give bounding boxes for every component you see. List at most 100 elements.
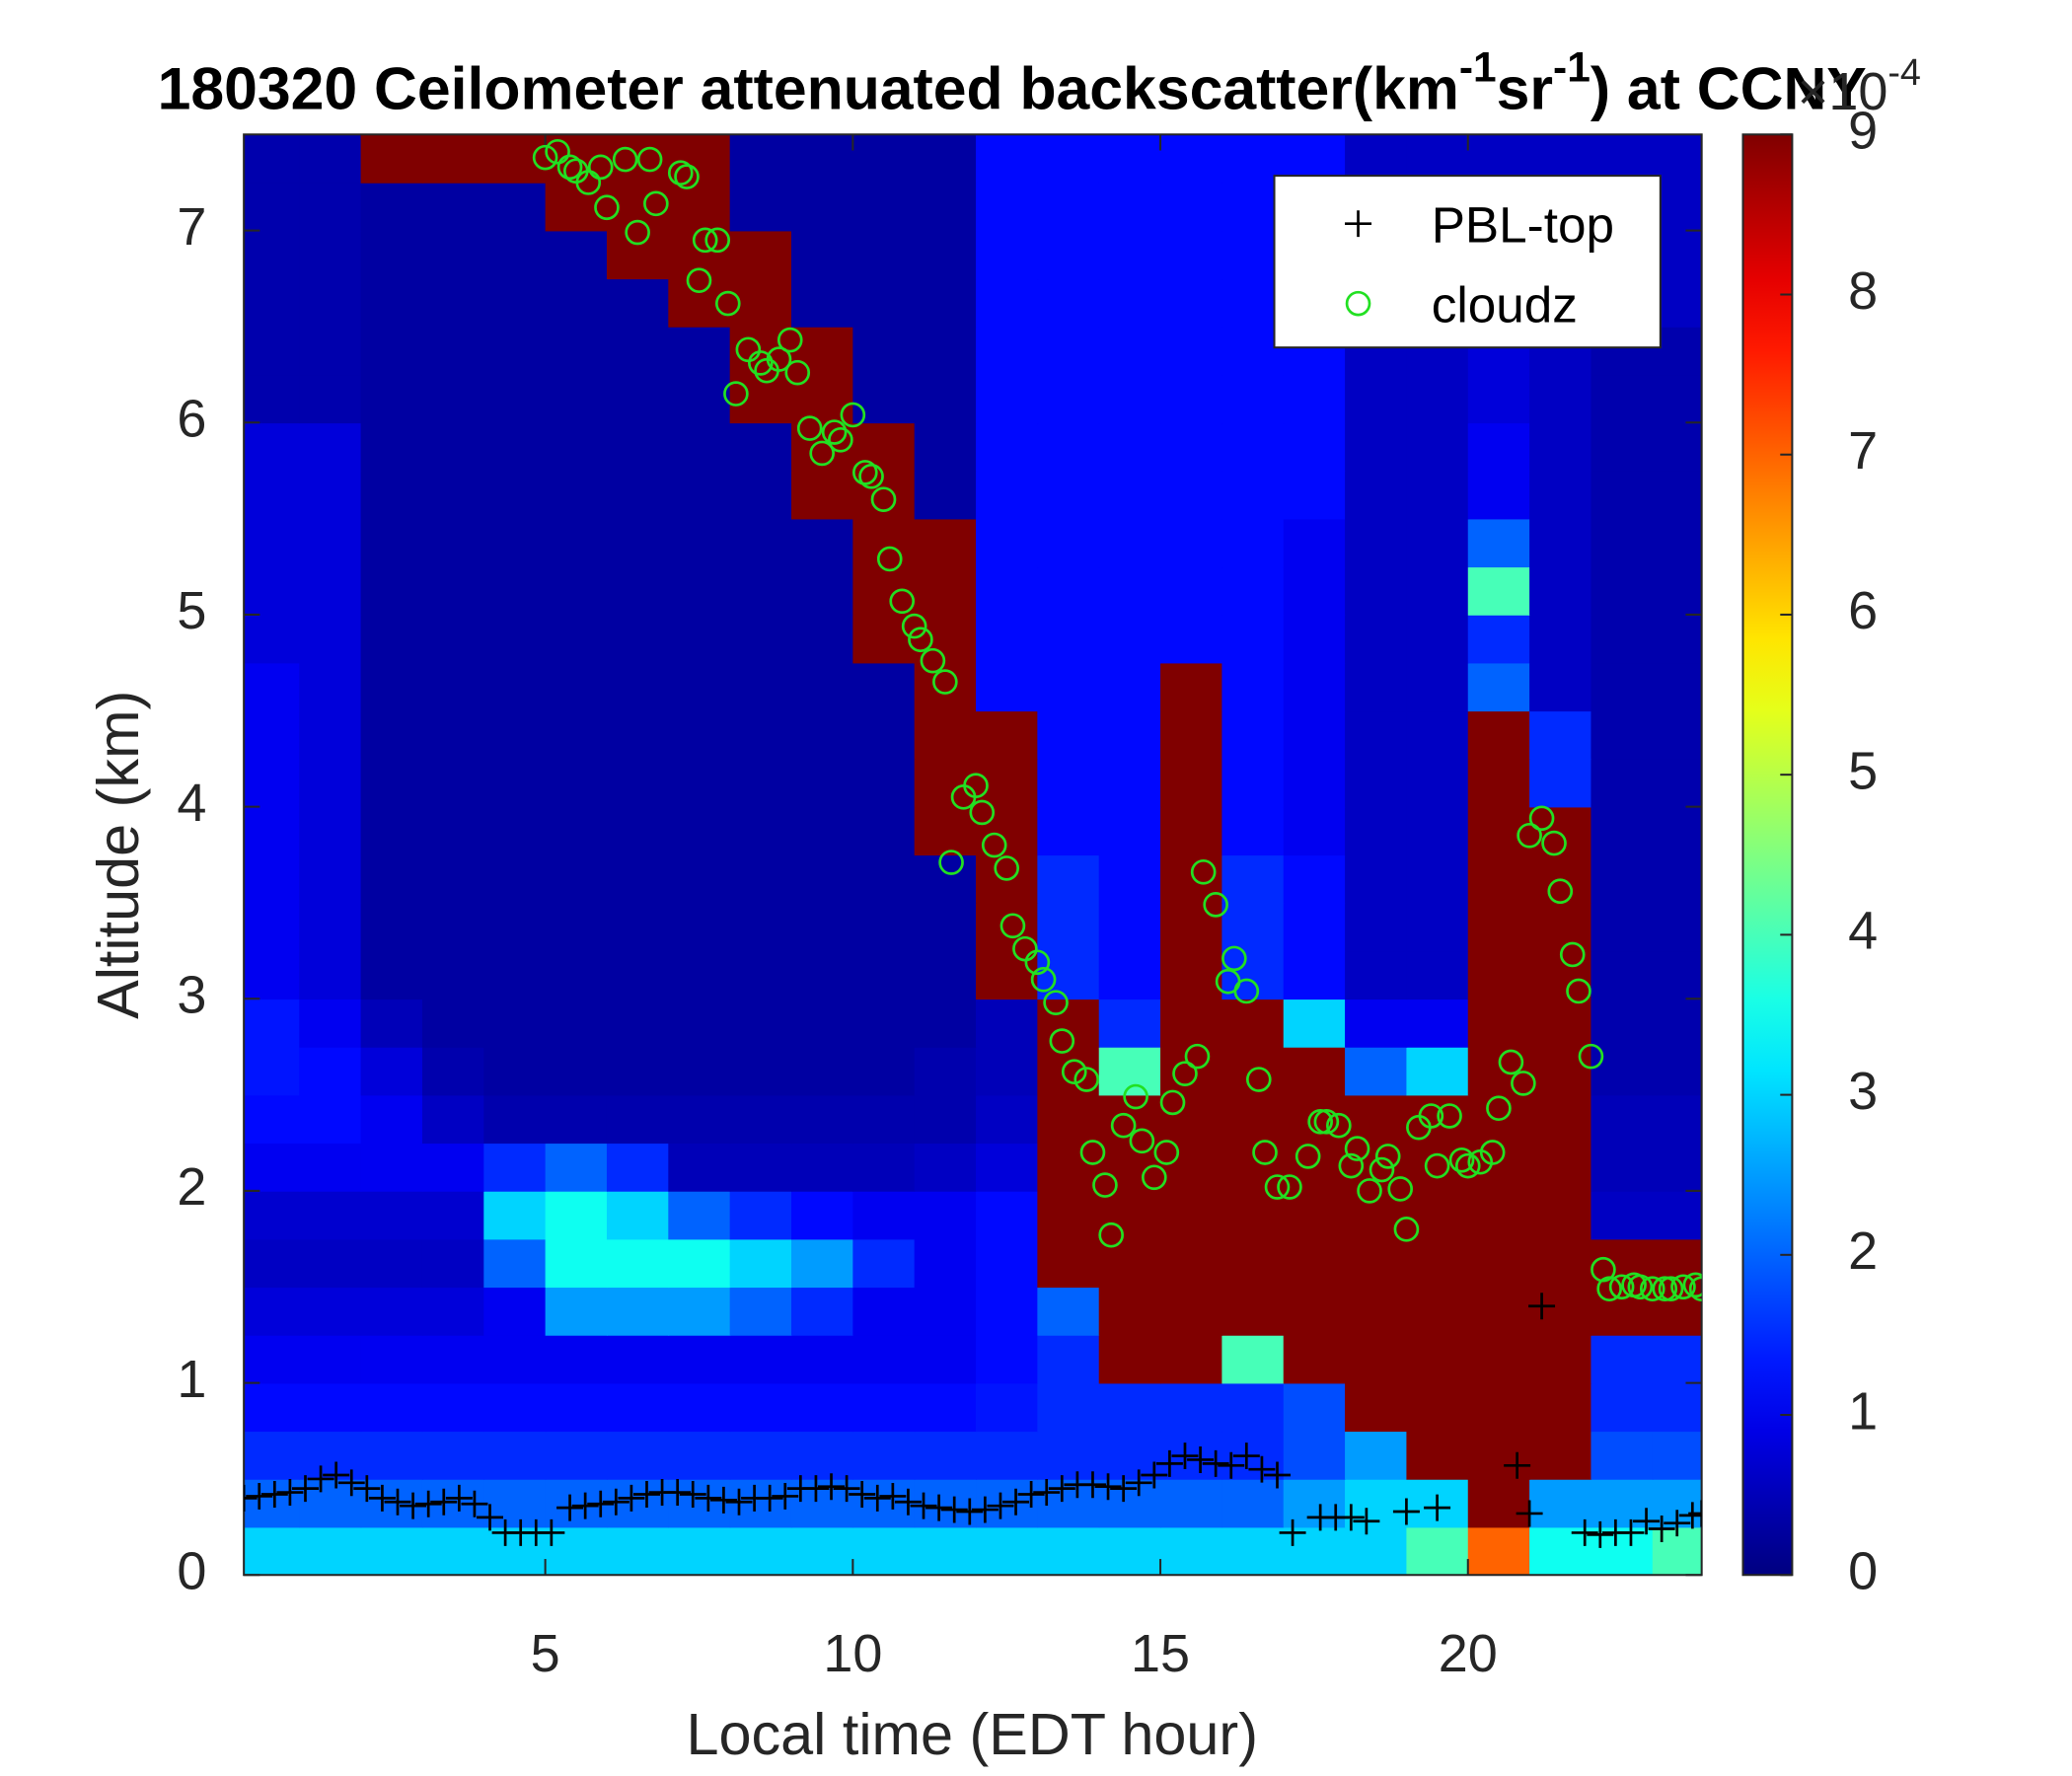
heat-cell (1283, 374, 1346, 424)
scatter-point (612, 146, 638, 173)
heat-cell (1591, 1431, 1654, 1480)
scatter-point (851, 460, 878, 485)
heat-cell (1283, 662, 1346, 712)
heat-cell (545, 614, 608, 664)
heat-cell (421, 326, 485, 376)
heat-cell (1037, 1431, 1100, 1480)
scatter-point (987, 1492, 1014, 1519)
heat-cell (852, 422, 916, 472)
heat-cell (421, 1190, 485, 1240)
heat-cell (1037, 1526, 1100, 1576)
heat-cell (1406, 1382, 1469, 1433)
heat-cell (299, 470, 362, 520)
heat-cell (1529, 1046, 1592, 1096)
heat-cell (1098, 134, 1161, 184)
heat-cell (1160, 518, 1223, 568)
heat-cell (976, 566, 1039, 616)
heat-cell (790, 902, 854, 952)
heat-cell (606, 374, 670, 424)
scatter-point (664, 1479, 692, 1507)
heat-cell (360, 662, 423, 712)
scatter-point (1279, 1518, 1306, 1546)
heat-cell (545, 902, 608, 952)
heat-cell (729, 422, 792, 472)
heat-cell (976, 662, 1039, 712)
heat-cell (1160, 278, 1223, 328)
heat-cell (976, 1190, 1039, 1240)
heat-cell (1467, 662, 1530, 712)
heat-cell (606, 1334, 670, 1384)
y-tick-label: 7 (177, 197, 206, 257)
heat-cell (1037, 614, 1100, 664)
heat-cell (606, 182, 670, 232)
heat-cell (729, 1382, 792, 1433)
heat-cell (1652, 230, 1702, 280)
heat-cell (668, 1143, 731, 1192)
heat-cell (852, 1382, 916, 1433)
heat-cell (790, 230, 854, 280)
heat-cell (483, 1046, 547, 1096)
heat-cell (606, 1238, 670, 1289)
heat-cell (360, 1526, 423, 1576)
heat-cell (1160, 1478, 1223, 1528)
heat-cell (545, 1238, 608, 1289)
heat-cell (360, 134, 423, 184)
scatter-point (1232, 1443, 1260, 1470)
heat-cell (1406, 614, 1469, 664)
scatter-point (1578, 1043, 1604, 1070)
heat-cell (1591, 1190, 1654, 1240)
heat-cell (606, 566, 670, 616)
heat-cell (1345, 902, 1408, 952)
heat-cell (1529, 470, 1592, 520)
heat-cell (1406, 854, 1469, 904)
heat-cell (1406, 1431, 1469, 1480)
scatter-point (625, 219, 650, 246)
heat-cell (606, 902, 670, 952)
heat-cell (914, 1526, 977, 1576)
scatter-point (575, 170, 602, 195)
heat-cell (1283, 806, 1346, 856)
scatter-point (1664, 1510, 1691, 1537)
scatter-point (1295, 1144, 1321, 1169)
heat-cell (668, 1238, 731, 1289)
scatter-point (1511, 1071, 1536, 1096)
heat-cell (545, 470, 608, 520)
heat-cell (421, 134, 485, 184)
heat-cell (668, 326, 731, 376)
heat-cell (1652, 374, 1702, 424)
heat-cell (790, 710, 854, 760)
heat-cell (421, 1526, 485, 1576)
heat-cell (976, 134, 1039, 184)
heat-cell (668, 1094, 731, 1145)
heat-cell (1529, 566, 1592, 616)
heat-cell (606, 1382, 670, 1433)
heat-cell (1467, 1238, 1530, 1289)
heat-cell (1037, 1238, 1100, 1289)
heat-cell (244, 422, 301, 472)
axes: 5 10 15 20 0 1 2 3 4 5 6 7 (177, 133, 1703, 1683)
heat-cell (1221, 806, 1285, 856)
heat-cell (729, 1190, 792, 1240)
scatter-point (1587, 1520, 1614, 1548)
heat-cell (914, 230, 977, 280)
scatter-point (1670, 1274, 1696, 1300)
heat-cell (1591, 1046, 1654, 1096)
scatter-point (400, 1492, 427, 1519)
heat-cell (1345, 566, 1408, 616)
heat-cell (606, 422, 670, 472)
heat-cell (1098, 1287, 1161, 1336)
heat-cell (1160, 710, 1223, 760)
heat-cell (790, 1382, 854, 1433)
scatter-point (1129, 1128, 1155, 1154)
heat-cell (1467, 902, 1530, 952)
heat-cell (1652, 1046, 1702, 1096)
heat-cell (545, 710, 608, 760)
scatter-layer (244, 138, 1702, 1548)
heat-cell (976, 758, 1039, 808)
heat-cell (606, 1190, 670, 1240)
heat-cell (1160, 566, 1223, 616)
heat-cell (1098, 662, 1161, 712)
heat-cell (545, 1094, 608, 1145)
heat-cell (360, 854, 423, 904)
heat-cell (299, 1046, 362, 1096)
